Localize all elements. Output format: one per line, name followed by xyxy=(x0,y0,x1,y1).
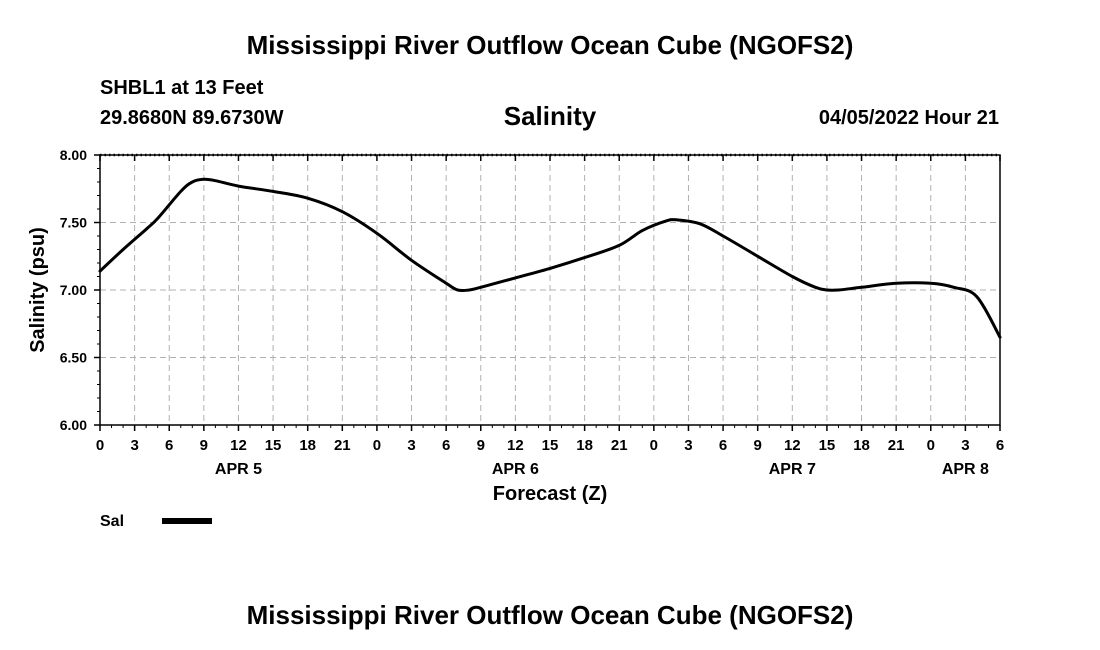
y-tick-label: 6.00 xyxy=(60,417,87,433)
x-tick-label: 21 xyxy=(334,437,351,454)
footer-title: Mississippi River Outflow Ocean Cube (NG… xyxy=(246,600,854,630)
variable-title: Salinity xyxy=(503,101,597,131)
grid-lines xyxy=(100,155,1000,425)
x-tick-label: 18 xyxy=(576,437,593,454)
y-tick-label: 8.00 xyxy=(60,147,87,163)
x-tick-label: 12 xyxy=(230,437,247,454)
y-tick-label: 7.50 xyxy=(60,215,87,231)
x-tick-label: 6 xyxy=(996,437,1004,454)
day-label: APR 7 xyxy=(769,461,816,478)
x-axis-label: Forecast (Z) xyxy=(493,483,607,505)
day-label: APR 6 xyxy=(492,461,539,478)
day-label: APR 5 xyxy=(215,461,262,478)
x-tick-label: 3 xyxy=(961,437,969,454)
x-tick-label: 9 xyxy=(754,437,762,454)
x-tick-label: 6 xyxy=(442,437,450,454)
x-tick-label: 15 xyxy=(542,437,559,454)
x-tick-labels: 0 3 6 9 12 15 18 21 0 3 6 9 12 15 18 21 0 3 6 9 12 15 18 21 0 3 6 xyxy=(96,437,1004,454)
legend-label-sal: Sal xyxy=(100,513,124,530)
station-label: SHBL1 at 13 Feet xyxy=(100,77,264,99)
x-tick-label: 9 xyxy=(200,437,208,454)
x-tick-label: 0 xyxy=(96,437,104,454)
x-tick-label: 12 xyxy=(507,437,524,454)
x-tick-label: 0 xyxy=(650,437,658,454)
x-tick-label: 21 xyxy=(888,437,905,454)
x-tick-label: 3 xyxy=(684,437,692,454)
salinity-series-line xyxy=(98,177,1002,339)
axis-ticks xyxy=(94,154,1001,431)
forecast-datetime: 04/05/2022 Hour 21 xyxy=(818,107,999,129)
day-labels: APR 5 APR 6 APR 7 APR 8 xyxy=(215,461,989,478)
x-tick-label: 12 xyxy=(784,437,801,454)
x-tick-label: 21 xyxy=(611,437,628,454)
y-tick-label: 7.00 xyxy=(60,282,87,298)
x-tick-label: 15 xyxy=(819,437,836,454)
legend: Sal xyxy=(100,513,212,530)
y-tick-labels: 6.00 6.50 7.00 7.50 8.00 xyxy=(60,147,87,433)
x-tick-label: 18 xyxy=(853,437,870,454)
salinity-chart: 6.00 6.50 7.00 7.50 8.00 0 3 6 9 12 15 18 21 0 3 6 9 12 1… xyxy=(27,147,1004,530)
x-tick-label: 18 xyxy=(299,437,316,454)
x-tick-label: 0 xyxy=(373,437,381,454)
x-tick-label: 6 xyxy=(165,437,173,454)
y-axis-label: Salinity (psu) xyxy=(27,227,49,353)
x-tick-label: 3 xyxy=(407,437,415,454)
station-coordinates: 29.8680N 89.6730W xyxy=(100,107,284,129)
x-tick-label: 6 xyxy=(719,437,727,454)
x-tick-label: 15 xyxy=(265,437,282,454)
chart-main-title: Mississippi River Outflow Ocean Cube (NG… xyxy=(246,30,854,60)
x-tick-label: 3 xyxy=(130,437,138,454)
y-tick-label: 6.50 xyxy=(60,350,87,366)
x-tick-label: 0 xyxy=(927,437,935,454)
day-label: APR 8 xyxy=(942,461,989,478)
x-tick-label: 9 xyxy=(477,437,485,454)
